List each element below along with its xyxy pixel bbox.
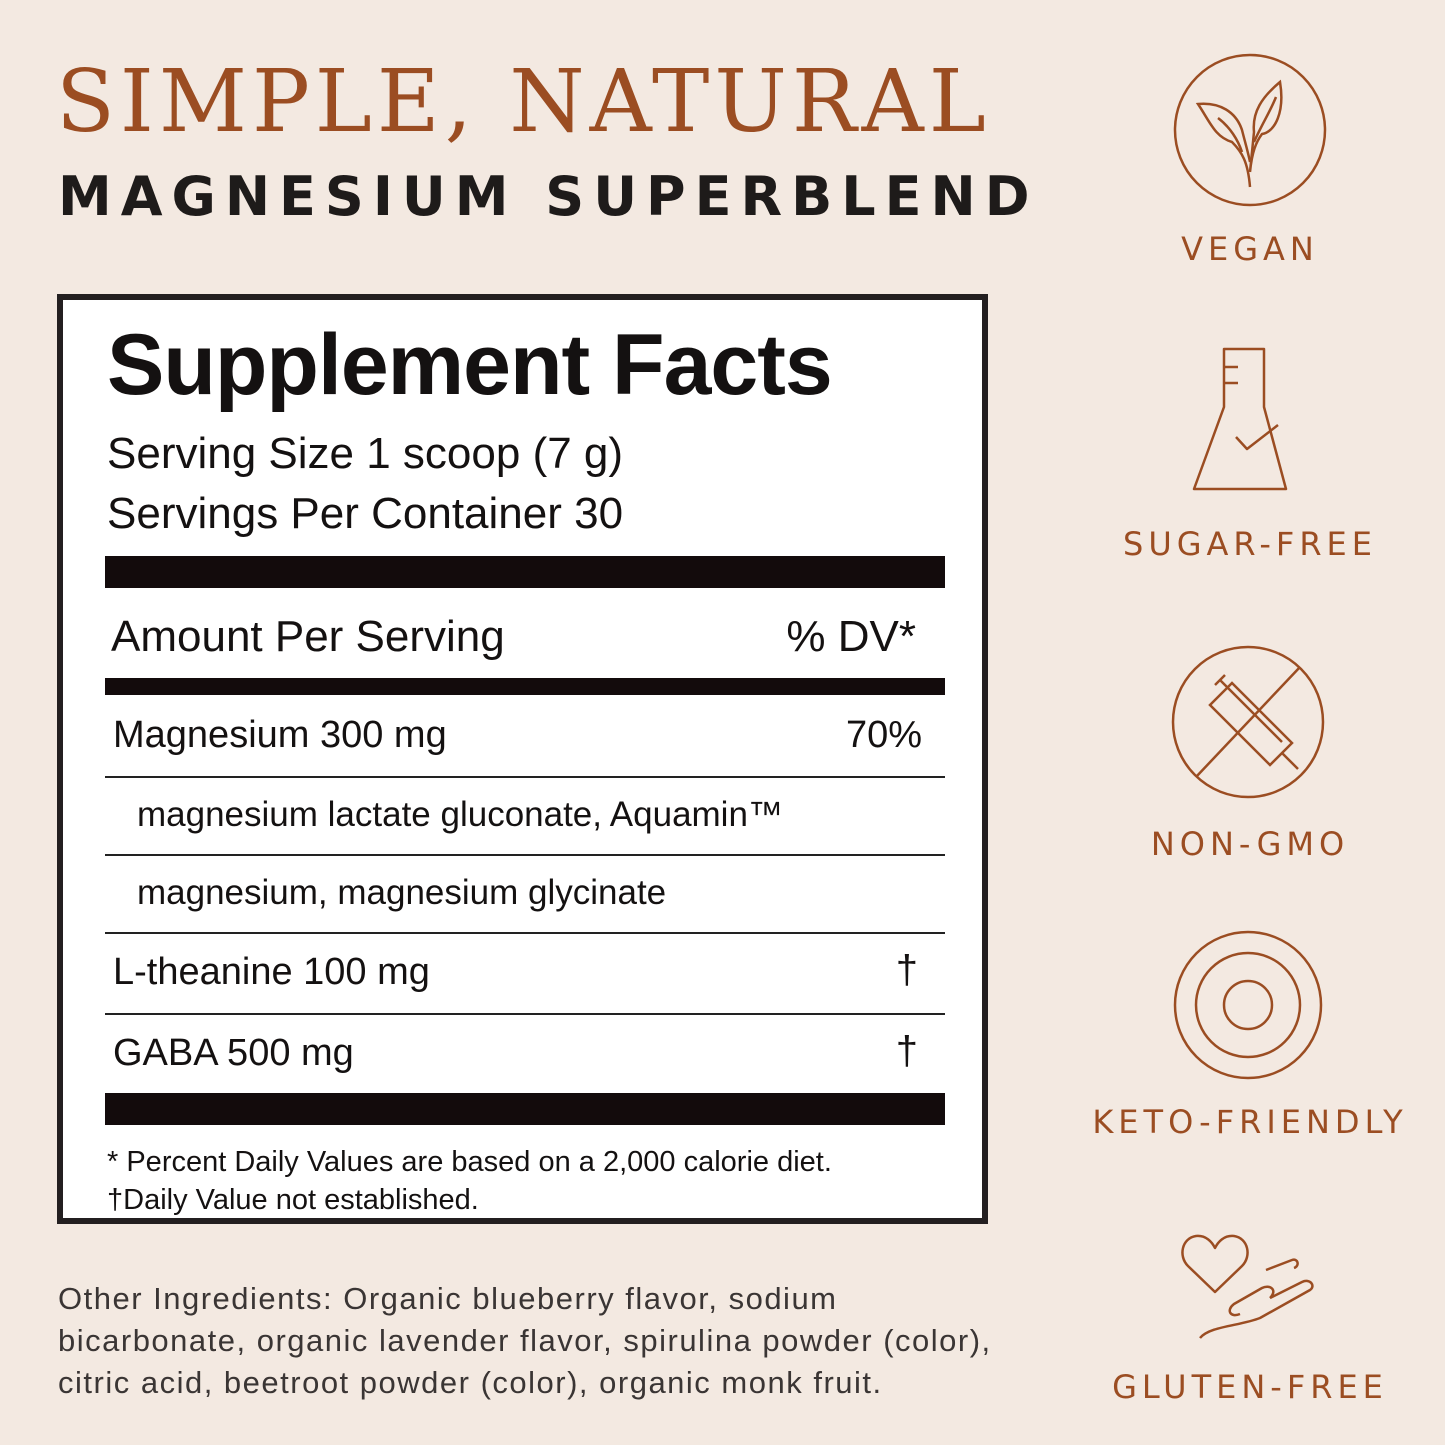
facts-title: Supplement Facts	[107, 317, 833, 413]
leaf-sprout-icon	[1173, 53, 1327, 207]
row-divider	[105, 932, 945, 934]
row-magnesium-source-2: magnesium, magnesium glycinate	[137, 873, 667, 912]
footnote-dv: * Percent Daily Values are based on a 2,…	[107, 1146, 832, 1178]
serving-size: Serving Size 1 scoop (7 g)	[107, 429, 624, 478]
row-magnesium-dv: 70%	[845, 714, 922, 756]
crossed-syringe-icon	[1171, 645, 1325, 799]
footnote-dagger: †Daily Value not established.	[107, 1184, 479, 1216]
other-ingredients: Other Ingredients: Organic blueberry fla…	[58, 1278, 992, 1404]
row-l-theanine: L-theanine 100 mg	[113, 951, 430, 993]
other-ingredients-line: Other Ingredients: Organic blueberry fla…	[58, 1281, 838, 1316]
dv-header: % DV*	[786, 612, 916, 661]
badge-gluten-free: GLUTEN-FREE	[1090, 1230, 1410, 1406]
servings-per-container: Servings Per Container 30	[107, 489, 624, 538]
amount-per-serving-header: Amount Per Serving	[111, 612, 505, 661]
row-divider	[105, 1013, 945, 1015]
flask-check-icon	[1192, 347, 1288, 491]
thick-divider	[105, 1093, 945, 1125]
badge-vegan: VEGAN	[1090, 52, 1410, 268]
row-l-theanine-dv: †	[895, 948, 918, 992]
row-divider	[105, 854, 945, 856]
other-ingredients-line: citric acid, beetroot powder (color), or…	[58, 1365, 883, 1400]
row-divider	[105, 776, 945, 778]
badge-keto-friendly: KETO-FRIENDLY	[1090, 928, 1410, 1141]
medium-divider	[105, 678, 945, 695]
badge-label: VEGAN	[1181, 230, 1319, 268]
other-ingredients-line: bicarbonate, organic lavender flavor, sp…	[58, 1323, 992, 1358]
row-magnesium-source-1: magnesium lactate gluconate, Aquamin™	[137, 795, 783, 834]
supplement-facts-panel: Supplement Facts Serving Size 1 scoop (7…	[57, 294, 988, 1224]
thick-divider	[105, 556, 945, 588]
concentric-circles-icon	[1173, 930, 1323, 1080]
badge-label: GLUTEN-FREE	[1112, 1368, 1388, 1406]
row-gaba-dv: †	[895, 1029, 918, 1073]
headline: SIMPLE, NATURAL	[56, 52, 991, 152]
row-gaba: GABA 500 mg	[113, 1032, 354, 1074]
badge-label: KETO-FRIENDLY	[1092, 1103, 1408, 1141]
badge-non-gmo: NON-GMO	[1090, 645, 1410, 863]
row-magnesium: Magnesium 300 mg	[113, 714, 447, 756]
badge-sugar-free: SUGAR-FREE	[1090, 345, 1410, 563]
badge-label: SUGAR-FREE	[1123, 525, 1377, 563]
badge-label: NON-GMO	[1150, 825, 1350, 863]
subheadline: MAGNESIUM SUPERBLEND	[58, 165, 1039, 228]
heart-hand-icon	[1181, 1234, 1314, 1339]
